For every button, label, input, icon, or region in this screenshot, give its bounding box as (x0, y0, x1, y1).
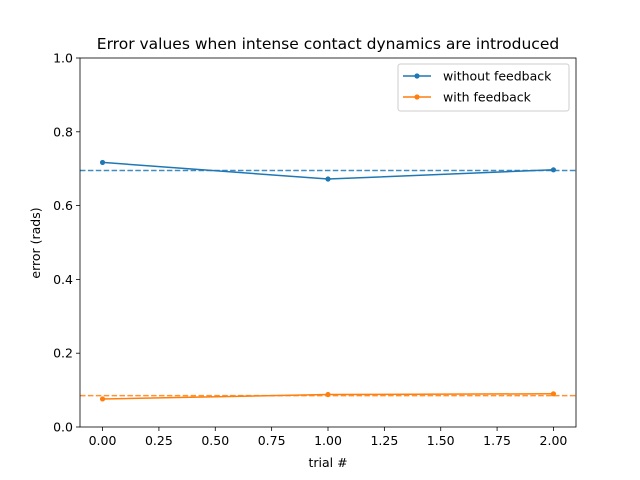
y-tick-label-4: 0.8 (53, 124, 73, 139)
x-axis: 0.00 0.25 0.50 0.75 1.00 1.25 1.50 1.75 2.00 (89, 427, 568, 448)
x-tick-label-8: 2.00 (540, 433, 568, 448)
legend-marker-1 (414, 94, 420, 100)
data-point-0-2 (550, 167, 557, 173)
x-tick-label-5: 1.25 (370, 433, 398, 448)
legend-marker-0 (414, 73, 420, 79)
x-tick-label-0: 0.00 (89, 433, 117, 448)
data-point-1-1 (325, 391, 331, 398)
y-tick-label-5: 1.0 (53, 51, 73, 66)
x-tick-label-2: 0.50 (201, 433, 229, 448)
chart-title: Error values when intense contact dynami… (97, 35, 559, 53)
data-point-1-0 (99, 396, 106, 402)
y-tick-label-0: 0.0 (53, 420, 73, 435)
y-axis-label: error (rads) (28, 207, 43, 278)
legend-label-1: with feedback (443, 90, 532, 105)
y-axis: 0.0 0.2 0.4 0.6 0.8 1.0 (53, 51, 80, 435)
legend: without feedback with feedback (397, 63, 570, 112)
x-axis-label: trial # (308, 455, 347, 470)
y-tick-label-3: 0.6 (53, 198, 73, 213)
legend-box (397, 63, 570, 112)
x-tick-label-6: 1.50 (427, 433, 455, 448)
plot-area (79, 57, 577, 428)
y-tick-label-1: 0.2 (53, 346, 73, 361)
legend-label-0: without feedback (443, 69, 552, 84)
plot-frame (79, 57, 577, 428)
data-point-0-1 (325, 176, 331, 182)
x-tick-label-3: 0.75 (258, 433, 286, 448)
data-point-1-2 (550, 391, 557, 397)
x-tick-label-1: 0.25 (145, 433, 173, 448)
x-tick-label-4: 1.00 (314, 433, 342, 448)
data-point-0-0 (99, 159, 106, 166)
y-tick-label-2: 0.4 (53, 272, 73, 287)
x-tick-label-7: 1.75 (483, 433, 511, 448)
